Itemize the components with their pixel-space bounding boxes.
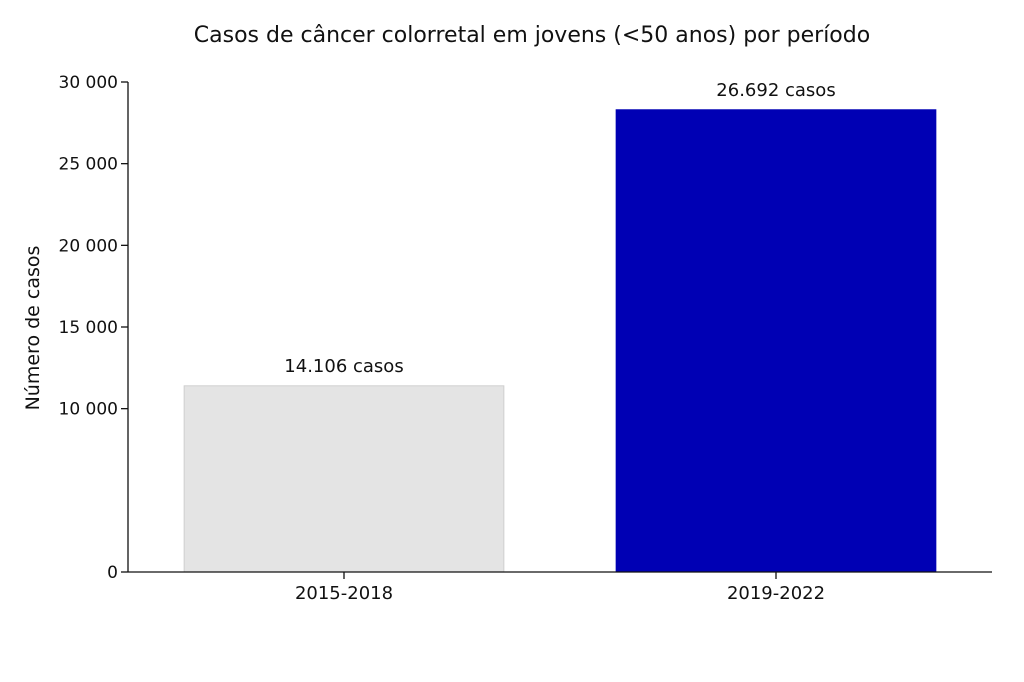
bar-2015-2018 <box>183 385 505 573</box>
bar-value-label: 14.106 casos <box>284 356 403 377</box>
x-tick-label: 2015-2018 <box>295 583 393 604</box>
bar-value-label: 26.692 casos <box>716 80 835 101</box>
y-tick-label: 30 000 <box>59 73 118 93</box>
y-tick-label: 0 <box>107 563 118 583</box>
y-axis-ticks: 0 10 000 15 000 20 000 25 000 30 000 <box>59 73 128 583</box>
x-axis-ticks: 2015-2018 2019-2022 <box>295 572 825 604</box>
y-tick-label: 25 000 <box>59 155 118 175</box>
bar-2019-2022 <box>615 109 937 573</box>
x-tick-label: 2019-2022 <box>727 583 825 604</box>
chart-title: Casos de câncer colorretal em jovens (<5… <box>194 23 870 48</box>
bars: 14.106 casos 26.692 casos <box>183 80 937 573</box>
y-tick-label: 10 000 <box>59 400 118 420</box>
y-axis-title: Número de casos <box>22 246 44 411</box>
y-tick-label: 20 000 <box>59 236 118 256</box>
y-tick-label: 15 000 <box>59 318 118 338</box>
